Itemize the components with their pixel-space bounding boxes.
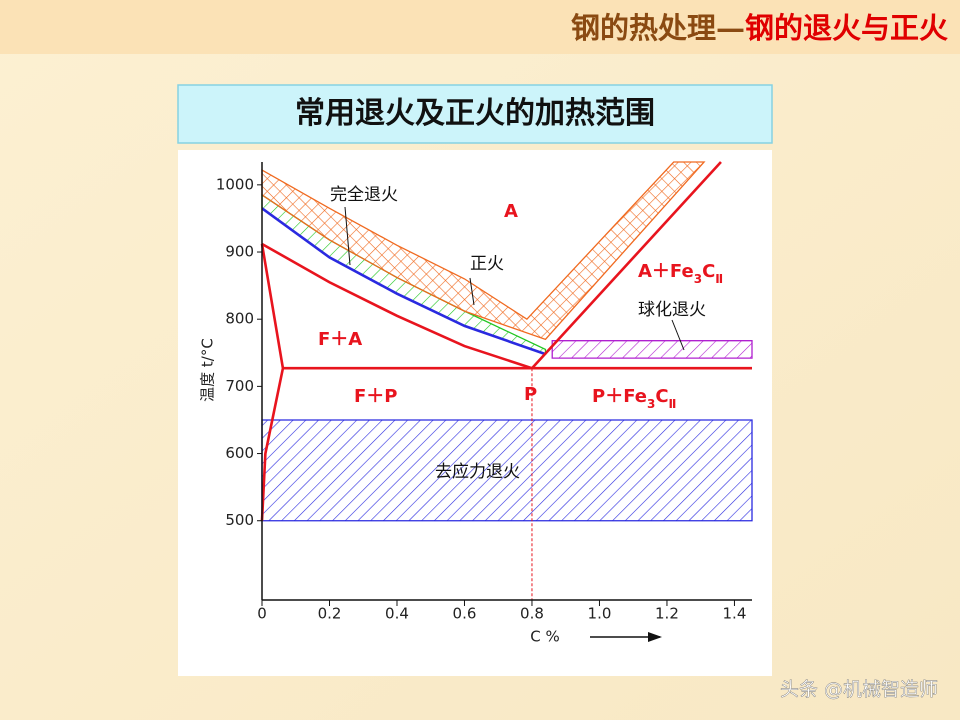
- x-tick-label: 0: [257, 605, 267, 623]
- phase-label-part: F＋A: [318, 329, 362, 350]
- y-axis-label: 温度 t/°C: [199, 338, 217, 402]
- header-main: 钢的热处理—: [571, 11, 745, 45]
- y-tick-label: 800: [225, 310, 254, 328]
- region-label: 去应力退火: [435, 462, 520, 482]
- leader-line: [344, 206, 351, 266]
- region-label: 完全退火: [330, 185, 398, 205]
- title-box: [177, 84, 773, 144]
- phase-line: [261, 242, 533, 370]
- phase-line: [260, 243, 285, 521]
- region-label: 正火: [470, 254, 504, 274]
- leader-line: [671, 319, 685, 351]
- header-band: [0, 0, 960, 54]
- phase-label: F＋A: [318, 329, 362, 350]
- phase-label: P＋Fe3CⅡ: [592, 386, 676, 411]
- y-tick-label: 600: [225, 444, 254, 462]
- phase-label-part: C: [702, 261, 715, 282]
- slide-title: 常用退火及正火的加热范围: [295, 96, 655, 131]
- y-tick-label: 700: [225, 377, 254, 395]
- phase-label-part: Ⅱ: [669, 397, 677, 411]
- x-arrow-head: [648, 632, 662, 642]
- phase-label: F＋P: [354, 386, 398, 407]
- header-sub: 钢的退火与正火: [745, 11, 948, 45]
- y-tick-label: 1000: [216, 175, 254, 193]
- y-tick-label: 500: [225, 511, 254, 529]
- region: [551, 340, 753, 359]
- x-tick-label: 1.0: [588, 605, 612, 623]
- leader-line: [469, 277, 475, 306]
- phase-label: A: [504, 201, 518, 222]
- chart-area: [178, 150, 772, 676]
- phase-label-part: P＋Fe: [592, 386, 647, 407]
- region: [261, 161, 706, 341]
- phase-label: P: [524, 384, 537, 405]
- phase-line: [261, 207, 546, 356]
- phase-label-part: A: [504, 201, 518, 222]
- x-tick-label: 0.6: [453, 605, 477, 623]
- x-tick-label: 1.4: [723, 605, 747, 623]
- chart: 500 600 700 800 900 1000 0 0.2 0.4 0.6 0.8 1.0 1.2 1.…: [199, 161, 753, 646]
- x-tick-label: 0.8: [520, 605, 544, 623]
- x-tick-label: 1.2: [655, 605, 679, 623]
- header-title: 钢的热处理—钢的退火与正火: [571, 11, 948, 45]
- phase-label-part: A＋Fe: [638, 261, 694, 282]
- x-tick-label: 0.4: [385, 605, 409, 623]
- x-axis-label: C %: [530, 628, 560, 646]
- phase-label-part: C: [655, 386, 668, 407]
- phase-label-part: F＋P: [354, 386, 398, 407]
- phase-label-part: 3: [694, 272, 702, 286]
- phase-line: [531, 161, 722, 370]
- x-tick-label: 0.2: [318, 605, 342, 623]
- y-tick-label: 900: [225, 243, 254, 261]
- watermark: 头条 @机械智造师: [780, 679, 938, 701]
- phase-label-part: 3: [647, 397, 655, 411]
- phase-label-part: P: [524, 384, 537, 405]
- phase-label-part: Ⅱ: [715, 272, 723, 286]
- phase-label: A＋Fe3CⅡ: [638, 261, 723, 286]
- region-label: 球化退火: [638, 300, 706, 320]
